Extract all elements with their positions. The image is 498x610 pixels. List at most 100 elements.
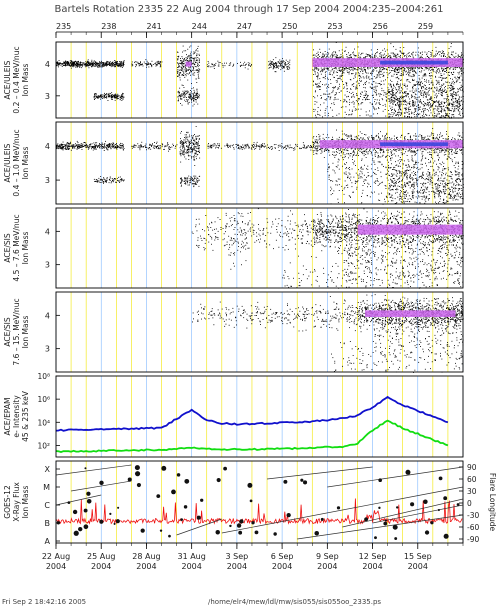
scatter-point — [77, 64, 79, 66]
scatter-point — [322, 52, 324, 54]
scatter-point — [93, 96, 95, 98]
scatter-point — [339, 66, 341, 68]
scatter-point — [372, 105, 374, 107]
scatter-point — [460, 70, 462, 72]
scatter-point — [140, 62, 141, 63]
scatter-point — [329, 72, 331, 74]
scatter-point — [103, 181, 105, 183]
scatter-point — [462, 108, 463, 109]
scatter-point — [106, 144, 108, 146]
scatter-point — [62, 149, 64, 151]
scatter-point — [446, 72, 448, 73]
scatter-point — [444, 68, 446, 69]
scatter-point — [194, 152, 196, 154]
scatter-point — [438, 101, 440, 103]
scatter-point — [78, 64, 80, 66]
scatter-point — [441, 107, 443, 109]
scatter-point — [72, 146, 74, 148]
scatter-point — [443, 53, 445, 55]
scatter-point — [423, 115, 425, 117]
scatter-point — [415, 111, 417, 112]
scatter-point — [186, 145, 188, 147]
scatter-point — [344, 99, 346, 101]
scatter-point — [459, 114, 461, 116]
scatter-point — [193, 58, 195, 59]
scatter-point — [138, 65, 140, 67]
scatter-point — [349, 57, 350, 59]
scatter-point — [426, 103, 428, 105]
scatter-point — [358, 82, 360, 84]
scatter-point — [443, 101, 445, 103]
scatter-point — [278, 62, 280, 64]
scatter-point — [453, 101, 455, 103]
scatter-point — [167, 142, 169, 144]
scatter-point — [57, 61, 59, 63]
scatter-point — [351, 102, 353, 104]
scatter-point — [142, 146, 144, 148]
scatter-point — [388, 73, 390, 74]
scatter-point — [417, 83, 419, 85]
scatter-point — [121, 94, 123, 96]
scatter-point — [189, 58, 191, 60]
scatter-point — [272, 68, 274, 70]
scatter-point — [390, 101, 392, 103]
scatter-point — [323, 56, 325, 58]
scatter-point — [112, 94, 114, 96]
scatter-point — [131, 147, 133, 149]
scatter-point — [156, 61, 158, 63]
scatter-point — [196, 95, 198, 97]
scatter-point — [438, 83, 440, 85]
scatter-point — [430, 96, 432, 97]
scatter-point — [313, 74, 315, 75]
scatter-point — [199, 95, 200, 97]
scatter-point — [423, 105, 425, 107]
scatter-point — [95, 64, 97, 66]
scatter-point — [337, 72, 338, 73]
scatter-point — [70, 65, 72, 67]
scatter-point — [421, 111, 422, 113]
scatter-point — [276, 65, 278, 67]
scatter-point — [450, 89, 452, 91]
scatter-point — [385, 115, 387, 117]
scatter-point — [413, 104, 415, 106]
scatter-point — [434, 108, 436, 110]
scatter-point — [198, 148, 200, 150]
scatter-point — [416, 105, 418, 107]
scatter-point — [86, 146, 88, 148]
scatter-point — [317, 75, 319, 76]
scatter-point — [339, 71, 341, 72]
scatter-point — [446, 82, 448, 83]
scatter-point — [183, 147, 185, 149]
scatter-point — [64, 144, 65, 146]
scatter-point — [95, 63, 97, 65]
scatter-point — [390, 57, 392, 59]
scatter-point — [119, 181, 121, 183]
scatter-point — [279, 62, 281, 64]
scatter-point — [418, 114, 419, 116]
scatter-point — [375, 90, 377, 92]
scatter-point — [408, 67, 410, 69]
scatter-point — [324, 84, 326, 86]
scatter-point — [357, 69, 359, 71]
scatter-point — [88, 64, 90, 66]
scatter-point — [283, 67, 284, 69]
scatter-point — [108, 146, 109, 148]
scatter-point — [401, 111, 403, 113]
scatter-point — [368, 77, 370, 79]
scatter-point — [454, 106, 456, 107]
scatter-point — [441, 109, 443, 110]
scatter-point — [392, 75, 394, 77]
scatter-point — [430, 72, 432, 74]
scatter-point — [106, 60, 108, 62]
scatter-point — [345, 82, 347, 84]
scatter-point — [340, 54, 342, 56]
scatter-point — [430, 54, 432, 55]
scatter-point — [60, 63, 62, 65]
scatter-point — [275, 71, 277, 73]
scatter-point — [380, 74, 382, 75]
scatter-point — [68, 148, 70, 149]
scatter-point — [357, 99, 359, 101]
scatter-point — [187, 147, 189, 148]
scatter-point — [199, 61, 200, 63]
scatter-point — [426, 87, 428, 89]
